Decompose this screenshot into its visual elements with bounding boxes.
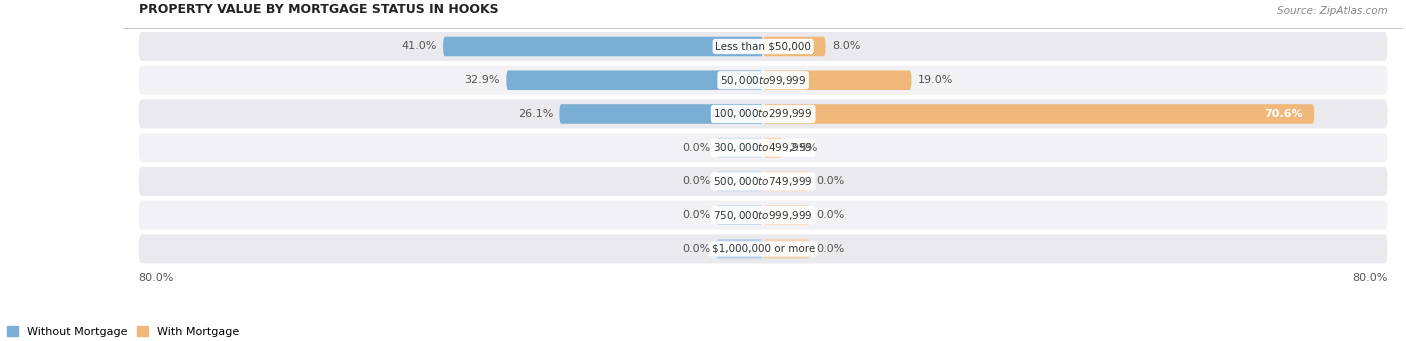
FancyBboxPatch shape xyxy=(139,234,1388,263)
Text: PROPERTY VALUE BY MORTGAGE STATUS IN HOOKS: PROPERTY VALUE BY MORTGAGE STATUS IN HOO… xyxy=(139,3,498,16)
Text: 8.0%: 8.0% xyxy=(832,42,860,51)
FancyBboxPatch shape xyxy=(139,167,1388,196)
Text: $1,000,000 or more: $1,000,000 or more xyxy=(711,244,814,254)
Text: $750,000 to $999,999: $750,000 to $999,999 xyxy=(713,209,813,222)
FancyBboxPatch shape xyxy=(763,239,810,259)
FancyBboxPatch shape xyxy=(716,138,763,158)
FancyBboxPatch shape xyxy=(139,133,1388,162)
FancyBboxPatch shape xyxy=(763,71,911,90)
Text: $500,000 to $749,999: $500,000 to $749,999 xyxy=(713,175,813,188)
Text: 0.0%: 0.0% xyxy=(682,143,710,153)
FancyBboxPatch shape xyxy=(763,138,783,158)
Text: $50,000 to $99,999: $50,000 to $99,999 xyxy=(720,74,806,87)
Text: 0.0%: 0.0% xyxy=(817,210,845,220)
Text: 0.0%: 0.0% xyxy=(817,244,845,254)
FancyBboxPatch shape xyxy=(443,37,763,56)
Text: 41.0%: 41.0% xyxy=(402,42,437,51)
Text: 0.0%: 0.0% xyxy=(682,244,710,254)
FancyBboxPatch shape xyxy=(716,239,763,259)
FancyBboxPatch shape xyxy=(139,201,1388,230)
Text: 26.1%: 26.1% xyxy=(517,109,553,119)
Legend: Without Mortgage, With Mortgage: Without Mortgage, With Mortgage xyxy=(3,322,243,341)
Text: 70.6%: 70.6% xyxy=(1264,109,1302,119)
Text: $300,000 to $499,999: $300,000 to $499,999 xyxy=(713,141,813,154)
FancyBboxPatch shape xyxy=(716,172,763,191)
Text: 0.0%: 0.0% xyxy=(682,176,710,187)
FancyBboxPatch shape xyxy=(139,100,1388,129)
Text: 0.0%: 0.0% xyxy=(682,210,710,220)
FancyBboxPatch shape xyxy=(716,205,763,225)
Text: 80.0%: 80.0% xyxy=(1353,273,1388,283)
FancyBboxPatch shape xyxy=(139,32,1388,61)
Text: Less than $50,000: Less than $50,000 xyxy=(716,42,811,51)
Text: 19.0%: 19.0% xyxy=(918,75,953,85)
FancyBboxPatch shape xyxy=(763,172,810,191)
Text: 80.0%: 80.0% xyxy=(139,273,174,283)
FancyBboxPatch shape xyxy=(763,104,1315,124)
Text: $100,000 to $299,999: $100,000 to $299,999 xyxy=(713,107,813,120)
Text: 2.5%: 2.5% xyxy=(789,143,817,153)
FancyBboxPatch shape xyxy=(506,71,763,90)
FancyBboxPatch shape xyxy=(139,66,1388,95)
Text: Source: ZipAtlas.com: Source: ZipAtlas.com xyxy=(1277,6,1388,16)
Text: 32.9%: 32.9% xyxy=(464,75,501,85)
Text: 0.0%: 0.0% xyxy=(817,176,845,187)
FancyBboxPatch shape xyxy=(763,205,810,225)
FancyBboxPatch shape xyxy=(763,37,825,56)
FancyBboxPatch shape xyxy=(560,104,763,124)
